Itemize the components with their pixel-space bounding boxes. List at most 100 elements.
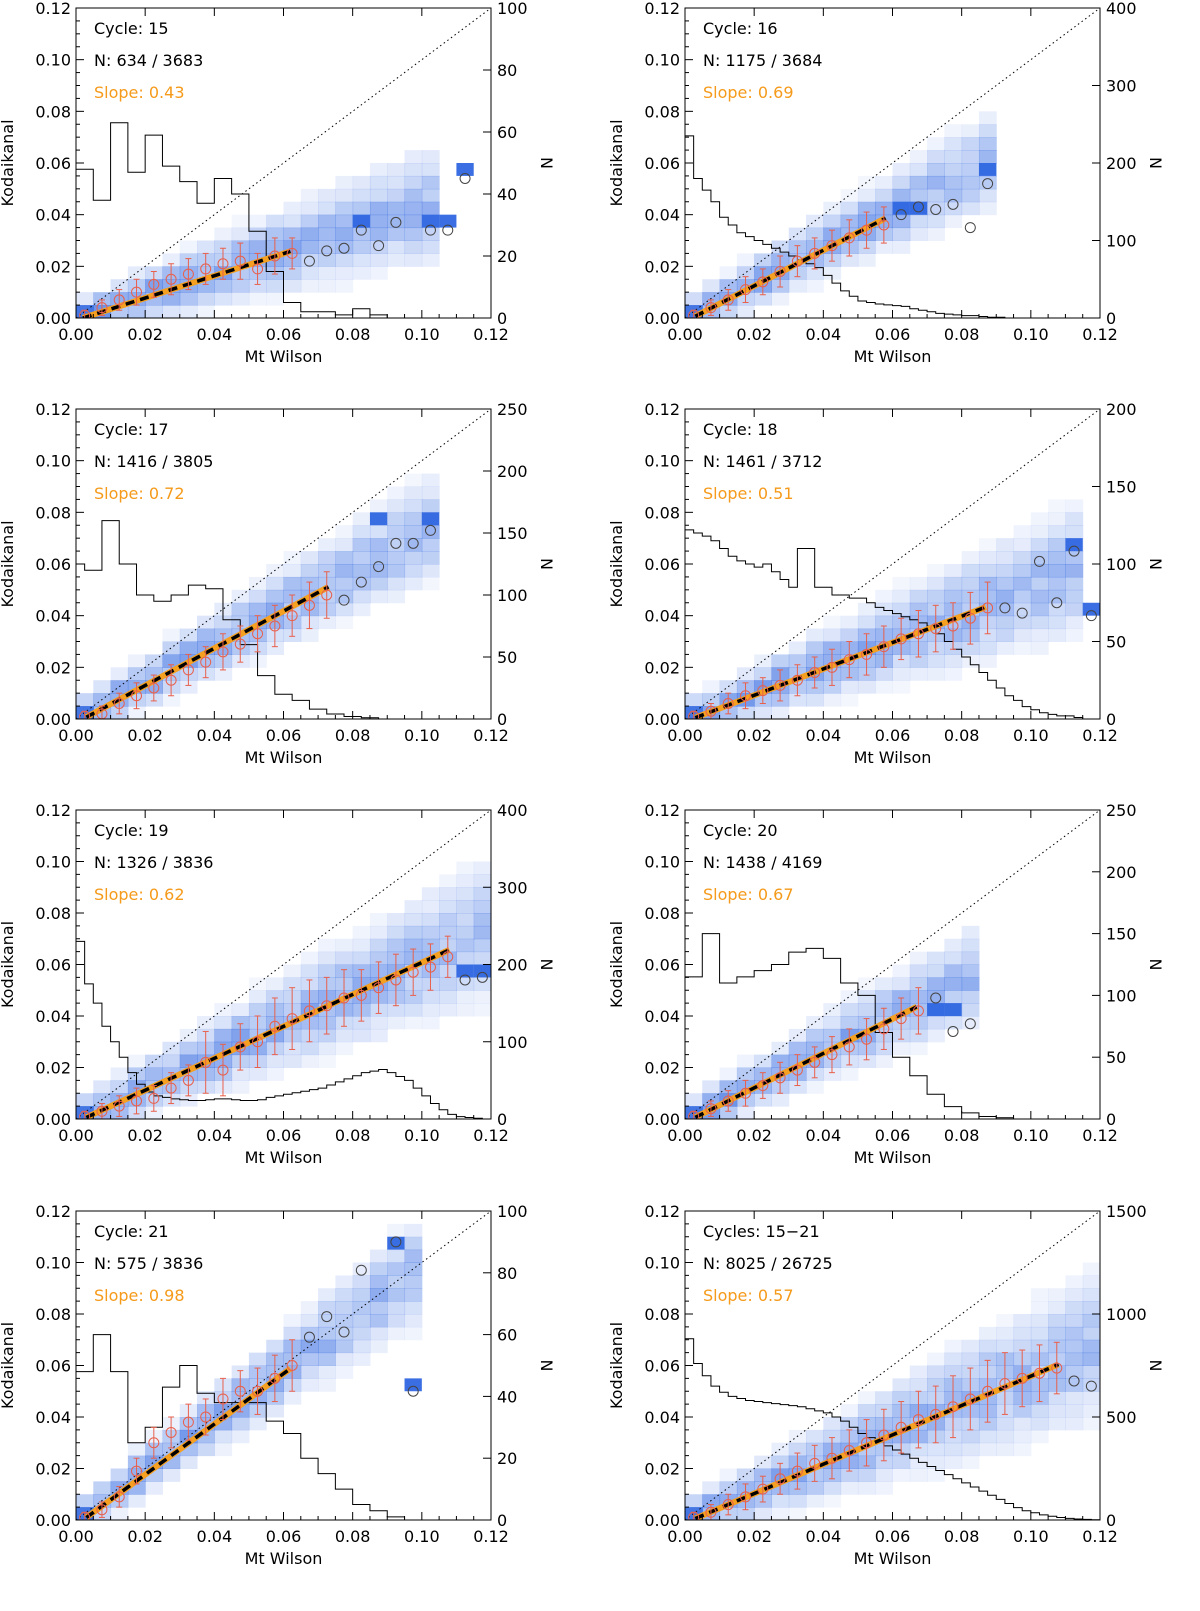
density-cell — [996, 564, 1015, 578]
binned-point — [930, 1408, 942, 1420]
outer-point — [964, 222, 976, 234]
binned-point — [861, 1437, 873, 1449]
binned-point — [79, 710, 91, 719]
x-axis-title: Mt Wilson — [854, 748, 932, 767]
density-cell — [456, 977, 475, 991]
density-cell — [266, 1404, 284, 1418]
y-tick-label: 0.00 — [35, 309, 71, 328]
density-cell — [892, 589, 911, 604]
fit-line-dashed — [694, 605, 987, 719]
density-cell — [214, 227, 233, 241]
binned-point — [217, 258, 229, 270]
outer-point — [1016, 607, 1028, 619]
density-cell — [283, 977, 302, 991]
binned-point — [165, 674, 177, 686]
density-cell — [335, 1352, 354, 1366]
y-tick-label: 0.12 — [644, 400, 680, 419]
density-cell — [387, 227, 406, 241]
y2-tick-label: 100 — [497, 586, 528, 605]
density-cell — [1030, 1429, 1049, 1444]
density-cell — [179, 240, 198, 254]
binned-point — [774, 679, 786, 691]
density-cell — [335, 602, 354, 617]
density-cell — [421, 1016, 440, 1030]
density-cell — [909, 654, 928, 668]
density-cell — [352, 951, 371, 965]
fit-line-dashed — [694, 1005, 918, 1119]
density-cell-strong — [421, 512, 440, 526]
density-cell — [996, 1339, 1015, 1354]
x-tick-label: 0.08 — [335, 1126, 371, 1145]
density-cell — [909, 576, 928, 591]
density-cell — [162, 1054, 181, 1068]
density-cell — [404, 512, 423, 526]
density-cell — [996, 1417, 1015, 1431]
x-tick-label: 0.04 — [197, 726, 233, 745]
density-cell — [840, 628, 859, 642]
density-cell-strong — [927, 1003, 945, 1016]
density-cell — [1048, 576, 1066, 591]
density-cell — [179, 641, 198, 655]
x-tick-label: 0.12 — [1082, 325, 1118, 344]
density-cell — [369, 499, 388, 513]
density-cell — [335, 615, 354, 630]
density-cell — [978, 628, 997, 642]
density-cell — [439, 913, 457, 927]
density-cell — [404, 227, 423, 241]
plot-area — [685, 8, 1100, 318]
density-cell — [875, 667, 893, 681]
density-cell — [961, 925, 980, 940]
density-cell — [404, 1003, 423, 1017]
density-cell — [840, 1468, 859, 1482]
density-cell — [892, 175, 911, 190]
density-cell — [248, 589, 267, 604]
density-cell — [944, 137, 963, 151]
density-cell — [1013, 1339, 1032, 1354]
binned-point — [165, 273, 177, 285]
density-cell — [283, 564, 302, 578]
density-cell — [93, 1481, 112, 1495]
density-cell — [335, 589, 354, 604]
density-cell — [404, 214, 423, 229]
outer-point — [338, 594, 350, 606]
slope-label: Slope: 0.72 — [94, 484, 185, 503]
density-cell — [927, 201, 945, 216]
outer-point — [1051, 597, 1063, 609]
density-cell — [352, 938, 371, 953]
y2-tick-label: 0 — [497, 1511, 507, 1530]
density-cell-strong — [1065, 538, 1083, 552]
y2-tick-label: 40 — [497, 1387, 517, 1406]
density-cell — [387, 163, 406, 177]
density-cell — [335, 253, 354, 267]
density-cell — [404, 175, 423, 190]
x-tick-label: 0.00 — [58, 726, 94, 745]
density-cell — [387, 175, 406, 190]
y-tick-label: 0.12 — [35, 400, 71, 419]
density-cell-strong — [892, 201, 910, 215]
density-cell — [840, 1404, 859, 1418]
y-tick-label: 0.08 — [35, 904, 71, 923]
binned-point — [757, 1483, 769, 1495]
outer-point — [424, 524, 436, 536]
density-cell — [179, 680, 198, 694]
density-cell — [1048, 564, 1066, 578]
density-cell — [840, 615, 859, 630]
density-cell — [806, 628, 824, 642]
density-cell — [231, 1429, 250, 1444]
density-cell — [300, 964, 319, 978]
binned-point — [373, 982, 385, 994]
density-cell — [404, 1275, 423, 1289]
density-cell — [754, 1507, 772, 1520]
density-cell — [369, 240, 388, 254]
y-tick-label: 0.08 — [35, 503, 71, 522]
density-cell — [978, 175, 997, 190]
binned-point — [131, 1095, 143, 1107]
density-cell — [300, 1339, 319, 1354]
density-cell — [352, 602, 371, 617]
binned-point — [252, 628, 264, 640]
binned-point — [722, 698, 734, 709]
histogram-line — [76, 520, 491, 719]
density-cell — [335, 1301, 354, 1315]
density-cell — [231, 227, 250, 241]
density-cell — [421, 253, 440, 267]
